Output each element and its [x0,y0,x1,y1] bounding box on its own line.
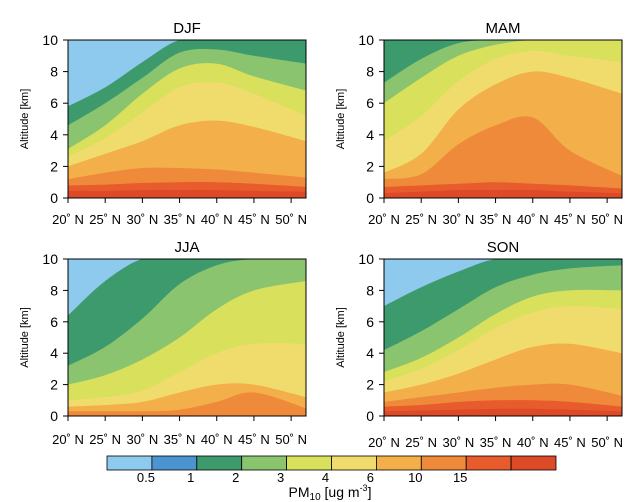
y-tick-label: 0 [50,190,58,206]
colorbar-tick-label: 3 [277,470,284,485]
x-tick-label: 35˚ N [480,212,512,227]
y-tick-label: 4 [50,345,58,361]
y-tick-label: 0 [366,190,374,206]
plot-frame [383,258,623,417]
panel-title: SON [487,239,520,256]
y-tick-label: 2 [50,377,58,393]
y-tick-label: 0 [50,408,58,424]
x-tick-label: 25˚ N [405,435,437,450]
colorbar-tick-label: 10 [408,470,422,485]
panel-title: MAM [486,20,521,37]
colorbar-swatch [106,455,153,471]
band-8 [384,189,622,198]
x-tick-label: 40˚ N [201,432,233,447]
x-tick-label: 30˚ N [126,432,158,447]
x-tick-label: 45˚ N [554,212,586,227]
x-tick-label: 30˚ N [126,212,158,227]
colorbar-swatch [151,455,198,471]
plot-frame [67,258,307,417]
y-tick-label: 4 [50,127,58,143]
x-tick-label: 45˚ N [238,212,270,227]
x-tick-label: 50˚ N [275,432,307,447]
colorbar-tick-label: 15 [453,470,467,485]
y-tick-label: 10 [42,251,58,267]
x-tick-label: 30˚ N [442,212,474,227]
x-tick-label: 50˚ N [591,435,623,450]
y-tick-label: 6 [366,314,374,330]
colorbar-label: PM10 [ug m-3] [289,483,372,502]
colorbar-swatch [420,455,467,471]
band-8 [384,408,622,416]
x-tick-label: 40˚ N [517,435,549,450]
panel-jja: JJA 0 2 4 6 8 10 Altitude [km] 20˚ N 25˚ N 30˚ N 35… [19,239,307,447]
band-6 [68,392,306,416]
y-tick-label: 8 [366,282,374,298]
colorbar-swatch [286,455,332,471]
y-tick-label: 0 [366,408,374,424]
y-tick-label: 10 [358,251,374,267]
colorbar-tick-label: 0.5 [137,470,155,485]
y-tick-label: 6 [366,95,374,111]
y-tick-label: 8 [50,64,58,80]
y-tick-label: 8 [50,282,58,298]
x-tick-label: 35˚ N [480,435,512,450]
y-tick-label: 8 [366,64,374,80]
colorbar-tick-label: 1 [187,470,194,485]
x-tick-label: 25˚ N [89,432,121,447]
y-tick-label: 10 [42,32,58,48]
x-tick-label: 35˚ N [164,212,196,227]
x-tick-label: 20˚ N [368,212,400,227]
y-tick-label: 2 [50,158,58,174]
band-6 [384,116,622,198]
colorbar-swatch [196,455,243,471]
colorbar-tick-label: 2 [232,470,239,485]
x-tick-label: 40˚ N [517,212,549,227]
colorbar-swatch [375,455,422,471]
band-8 [68,190,306,198]
colorbar-swatch [241,455,287,471]
x-tick-label: 40˚ N [201,212,233,227]
y-tick-label: 2 [366,377,374,393]
y-tick-label: 6 [50,314,58,330]
panel-title: JJA [174,239,199,256]
y-tick-label: 2 [366,158,374,174]
x-tick-label: 30˚ N [442,435,474,450]
panel-djf: DJF 0 2 4 6 8 10 Altitude [km] 20˚ N 25˚ N 30˚ N 35… [19,20,307,227]
colorbar-tick-label: 4 [322,470,329,485]
x-tick-label: 20˚ N [52,432,84,447]
colorbar-tick-label: 6 [367,470,374,485]
y-axis-label: Altitude [km] [19,307,31,368]
x-tick-label: 35˚ N [164,432,196,447]
panel-son: SON 0 2 4 6 8 10 Altitude [km] 20˚ N 25˚ N 30˚ N 35… [335,239,623,450]
plot-frame [67,39,307,199]
x-tick-label: 45˚ N [554,435,586,450]
x-tick-label: 25˚ N [89,212,121,227]
y-tick-label: 10 [358,32,374,48]
plot-frame [383,39,623,199]
x-tick-label: 20˚ N [52,212,84,227]
panel-title: DJF [173,20,201,37]
x-tick-label: 20˚ N [368,435,400,450]
colorbar-swatch [510,455,557,471]
y-tick-label: 4 [366,345,374,361]
y-tick-label: 6 [50,95,58,111]
x-tick-label: 45˚ N [238,432,270,447]
colorbar-swatch [465,455,512,471]
y-axis-label: Altitude [km] [335,307,347,368]
colorbar: 0.5 1 2 3 4 6 10 15 PM10 [ug m-3] [106,455,557,502]
colorbar-swatch [331,455,377,471]
x-tick-label: 25˚ N [405,212,437,227]
y-axis-label: Altitude [km] [19,89,31,150]
x-tick-label: 50˚ N [275,212,307,227]
panel-mam: MAM 0 2 4 6 8 10 Altitude [km] 20˚ N 25˚ N 30˚ N 35… [335,20,623,227]
y-axis-label: Altitude [km] [335,89,347,150]
x-tick-label: 50˚ N [591,212,623,227]
y-tick-label: 4 [366,127,374,143]
